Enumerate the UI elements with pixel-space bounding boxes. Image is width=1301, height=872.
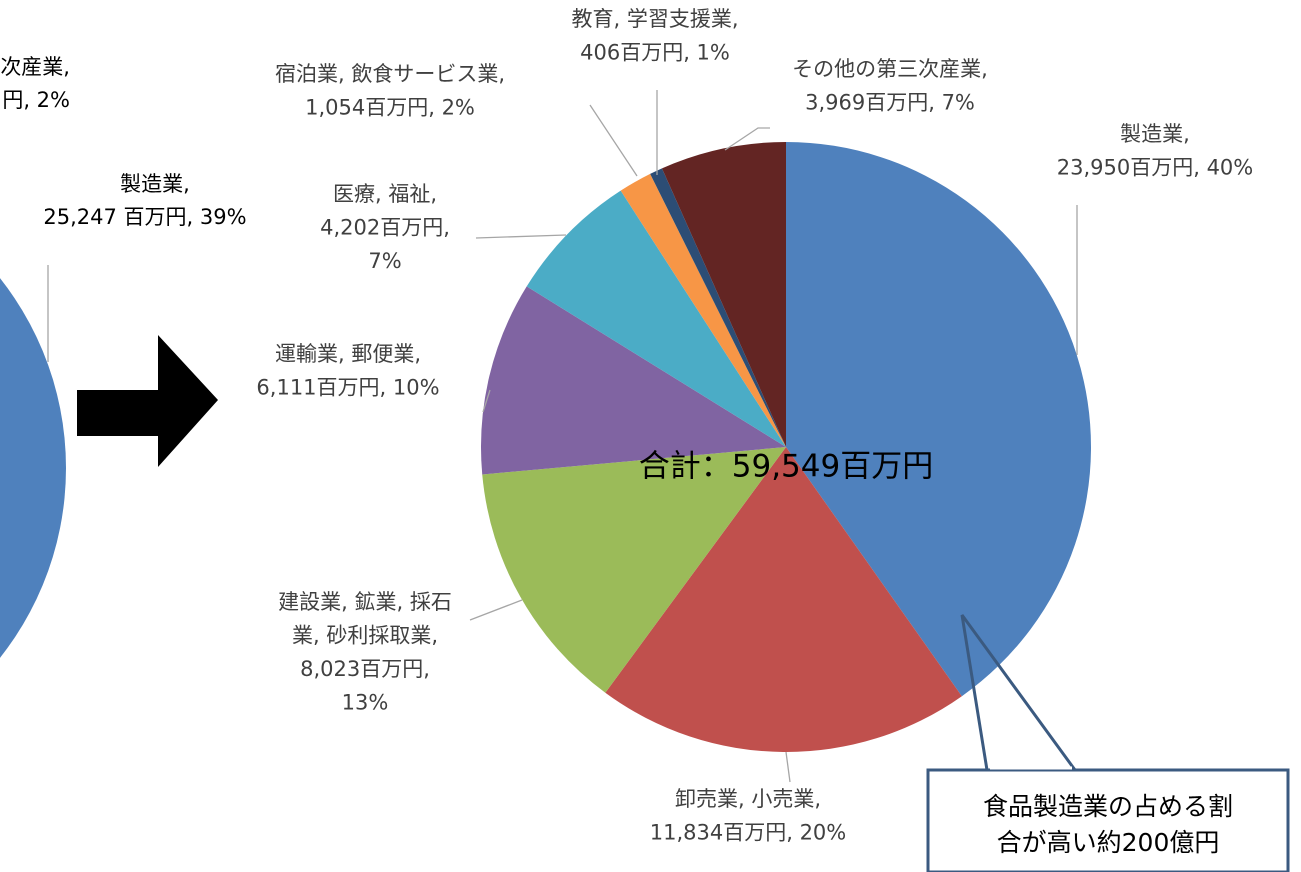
data-label: 7% [368, 249, 401, 273]
data-label: 3,969百万円, 7% [805, 91, 975, 115]
data-label: その他の第三次産業, [792, 57, 988, 81]
data-label: 円, 2% [2, 88, 70, 112]
pie-slice [482, 447, 786, 693]
pie-slice [650, 168, 786, 447]
pie-slice [0, 278, 66, 658]
data-label: 406百万円, 1% [580, 41, 730, 65]
data-label: 業, 砂利採取業, [292, 624, 438, 648]
annotation: 食品製造業の占める割 [983, 792, 1233, 821]
arrow [77, 335, 218, 467]
pie-slice [481, 286, 786, 475]
pie-slice [786, 142, 1091, 697]
leader-line [785, 751, 791, 783]
pie-slice [661, 142, 786, 447]
callout-pointer [960, 614, 1077, 771]
data-label: 建設業, 鉱業, 採石 [278, 590, 452, 614]
data-label: 医療, 福祉, [333, 182, 437, 206]
leader-line [482, 389, 491, 413]
pie-slice [620, 173, 786, 448]
pie-slice [605, 447, 962, 752]
data-label: 11,834百万円, 20% [650, 821, 847, 845]
data-label: 6,111百万円, 10% [256, 376, 439, 400]
data-label: 次産業, [0, 55, 70, 79]
data-label: 23,950百万円, 40% [1057, 156, 1254, 180]
pie-slice [526, 190, 786, 448]
data-label: 教育, 学習支援業, [571, 7, 738, 31]
data-label: 製造業, [120, 172, 190, 196]
leader-line [475, 234, 567, 239]
leader-line [589, 104, 638, 177]
data-label: 13% [342, 691, 389, 715]
data-label: 卸売業, 小売業, [675, 787, 821, 811]
annotation: 合が高い約200億円 [997, 828, 1220, 857]
leader-line [469, 599, 523, 621]
data-label: 製造業, [1120, 122, 1190, 146]
data-label: 4,202百万円, [320, 216, 450, 240]
callout-box [926, 768, 1290, 872]
data-label: 1,054百万円, 2% [305, 96, 475, 120]
data-label: 宿泊業, 飲食サービス業, [275, 62, 505, 86]
data-label: 25,247 百万円, 39% [43, 205, 246, 229]
center-label: 合計：59,549百万円 [639, 449, 933, 485]
leader-line [724, 127, 770, 151]
data-label: 運輸業, 郵便業, [275, 342, 421, 366]
data-label: 8,023百万円, [300, 657, 430, 681]
